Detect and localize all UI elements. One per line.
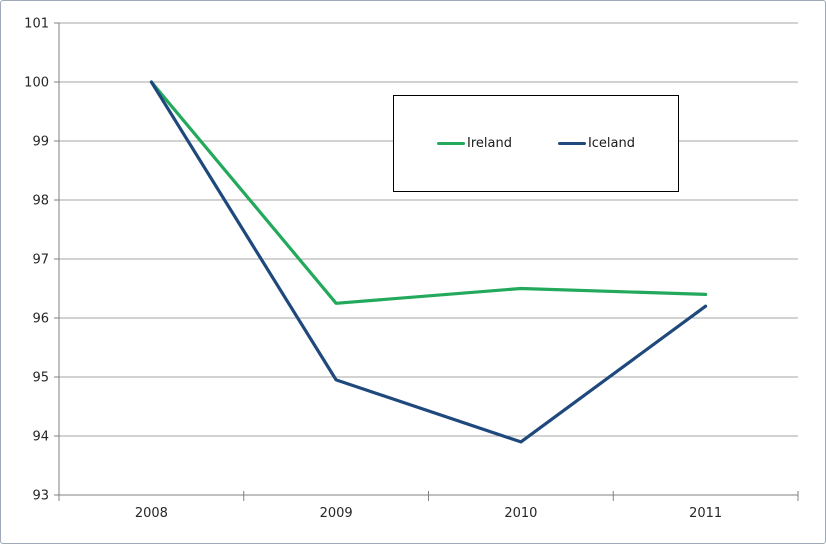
legend-item-ireland: Ireland — [436, 136, 512, 151]
y-axis-tick-label: 96 — [32, 312, 49, 327]
legend-line-swatch — [436, 141, 465, 146]
y-axis-tick-label: 98 — [32, 194, 49, 209]
y-axis-tick-label: 100 — [24, 76, 49, 91]
legend-label: Ireland — [466, 136, 512, 151]
legend-label: Iceland — [587, 136, 636, 151]
x-axis-tick-label: 2009 — [320, 506, 353, 521]
legend-item-iceland: Iceland — [557, 136, 636, 151]
series-line-iceland — [149, 80, 708, 444]
chart-legend: Ireland Iceland — [393, 95, 679, 192]
x-axis-tick-label: 2010 — [504, 506, 537, 521]
y-axis-tick-label: 97 — [32, 253, 49, 268]
y-axis-tick-label: 99 — [32, 135, 49, 150]
y-axis-tick-label: 95 — [32, 371, 49, 386]
y-axis-tick-label: 101 — [24, 17, 49, 32]
y-axis-tick-label: 93 — [32, 489, 49, 504]
legend-line-swatch — [557, 141, 586, 146]
y-axis-tick-label: 94 — [32, 430, 49, 445]
series-line-ireland — [149, 80, 708, 305]
x-axis-tick-label: 2011 — [689, 506, 722, 521]
x-axis-tick-label: 2008 — [135, 506, 168, 521]
